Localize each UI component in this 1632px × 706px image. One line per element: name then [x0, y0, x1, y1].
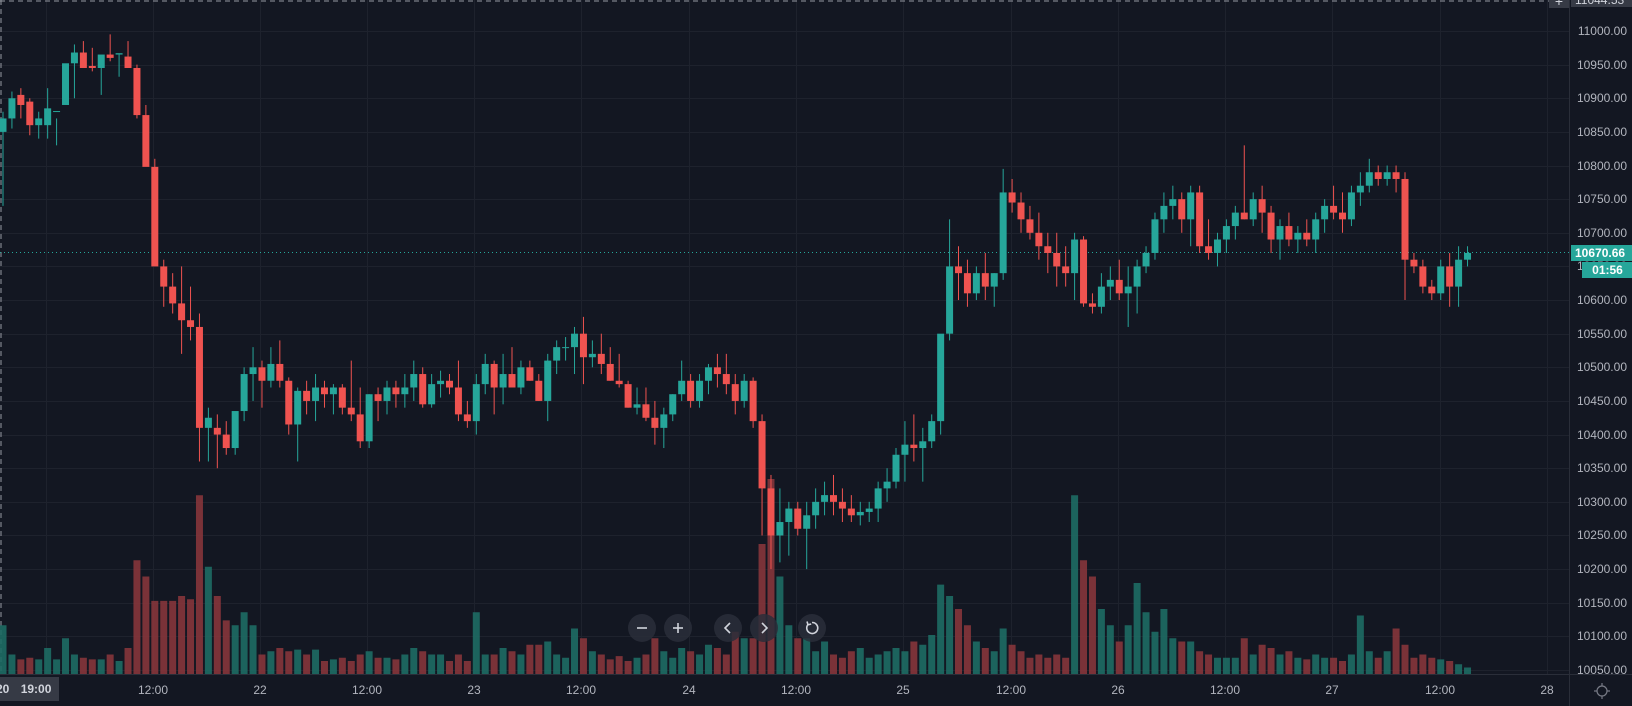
crosshair-price-label: 11044.53 — [1571, 0, 1632, 7]
price-tick-label: 10150.00 — [1576, 595, 1627, 610]
price-tick-label: 10750.00 — [1576, 192, 1627, 207]
reset-icon — [805, 621, 819, 635]
price-tick-label: 10400.00 — [1576, 427, 1627, 442]
time-tick-label: 28 — [1540, 683, 1554, 697]
crosshair-plus-marker: + — [1549, 0, 1569, 8]
time-tick-label: 23 — [467, 683, 481, 697]
price-tick-label: 10500.00 — [1576, 360, 1627, 375]
chart-settings-button[interactable] — [1569, 674, 1632, 706]
price-tick-label: 10100.00 — [1576, 629, 1627, 644]
time-tick-label: 12:00 — [565, 683, 597, 697]
time-tick-label: 12:00 — [995, 683, 1027, 697]
price-tick-label: 10700.00 — [1576, 225, 1627, 240]
time-tick-label: 12:00 — [1424, 683, 1456, 697]
zoom-out-button[interactable] — [628, 614, 656, 642]
chevron-right-icon — [761, 622, 769, 634]
chevron-left-icon — [723, 622, 731, 634]
price-tick-label: 10250.00 — [1576, 528, 1627, 543]
time-tick-label: 26 — [1111, 683, 1125, 697]
time-tick-label: 24 — [682, 683, 696, 697]
price-tick-label: 11000.00 — [1577, 24, 1627, 38]
price-tick-label: 10900.00 — [1576, 91, 1627, 106]
minus-icon — [637, 627, 647, 629]
time-tick-label: 12:00 — [137, 683, 169, 697]
time-tick-label: 12:00 — [1209, 683, 1241, 697]
price-tick-label: 10600.00 — [1576, 293, 1627, 308]
price-tick-label: 10450.00 — [1576, 393, 1627, 408]
scroll-left-button[interactable] — [714, 614, 742, 642]
zoom-in-button[interactable] — [664, 614, 692, 642]
bar-countdown-label: 01:56 — [1582, 261, 1632, 278]
price-volume-plot — [0, 0, 1569, 674]
chart-pane[interactable] — [0, 0, 1569, 674]
reset-chart-button[interactable] — [798, 614, 826, 642]
price-axis[interactable]: 11044.53 11000.00 10950.00 10900.00 10850.0… — [1569, 0, 1632, 677]
price-tick-label: 10300.00 — [1576, 494, 1627, 509]
last-price-label: 10670.66 — [1571, 244, 1632, 261]
scroll-right-button[interactable] — [750, 614, 778, 642]
price-tick-label: 10350.00 — [1576, 461, 1627, 476]
time-tick-label: 27 — [1325, 683, 1339, 697]
crosshair-time-label: 20 19:00 — [0, 677, 60, 701]
price-tick-label: 10950.00 — [1576, 57, 1627, 72]
time-tick-label: 12:00 — [780, 683, 812, 697]
crosshair-hour: 19:00 — [20, 682, 52, 696]
plus-icon — [673, 623, 683, 633]
time-axis[interactable]: 20 19:00 12:00 22 12:00 23 12:00 24 12:00 25 12:… — [0, 674, 1569, 706]
time-tick-label: 22 — [253, 683, 267, 697]
price-tick-label: 10850.00 — [1576, 124, 1627, 139]
price-tick-label: 10200.00 — [1576, 562, 1627, 577]
time-tick-label: 12:00 — [351, 683, 383, 697]
gear-icon — [1593, 682, 1610, 699]
price-tick-label: 10050.00 — [1576, 663, 1627, 677]
price-tick-label: 10550.00 — [1576, 326, 1627, 341]
crosshair-day: 20 — [0, 682, 10, 696]
price-tick-label: 10800.00 — [1576, 158, 1627, 173]
time-tick-label: 25 — [896, 683, 910, 697]
